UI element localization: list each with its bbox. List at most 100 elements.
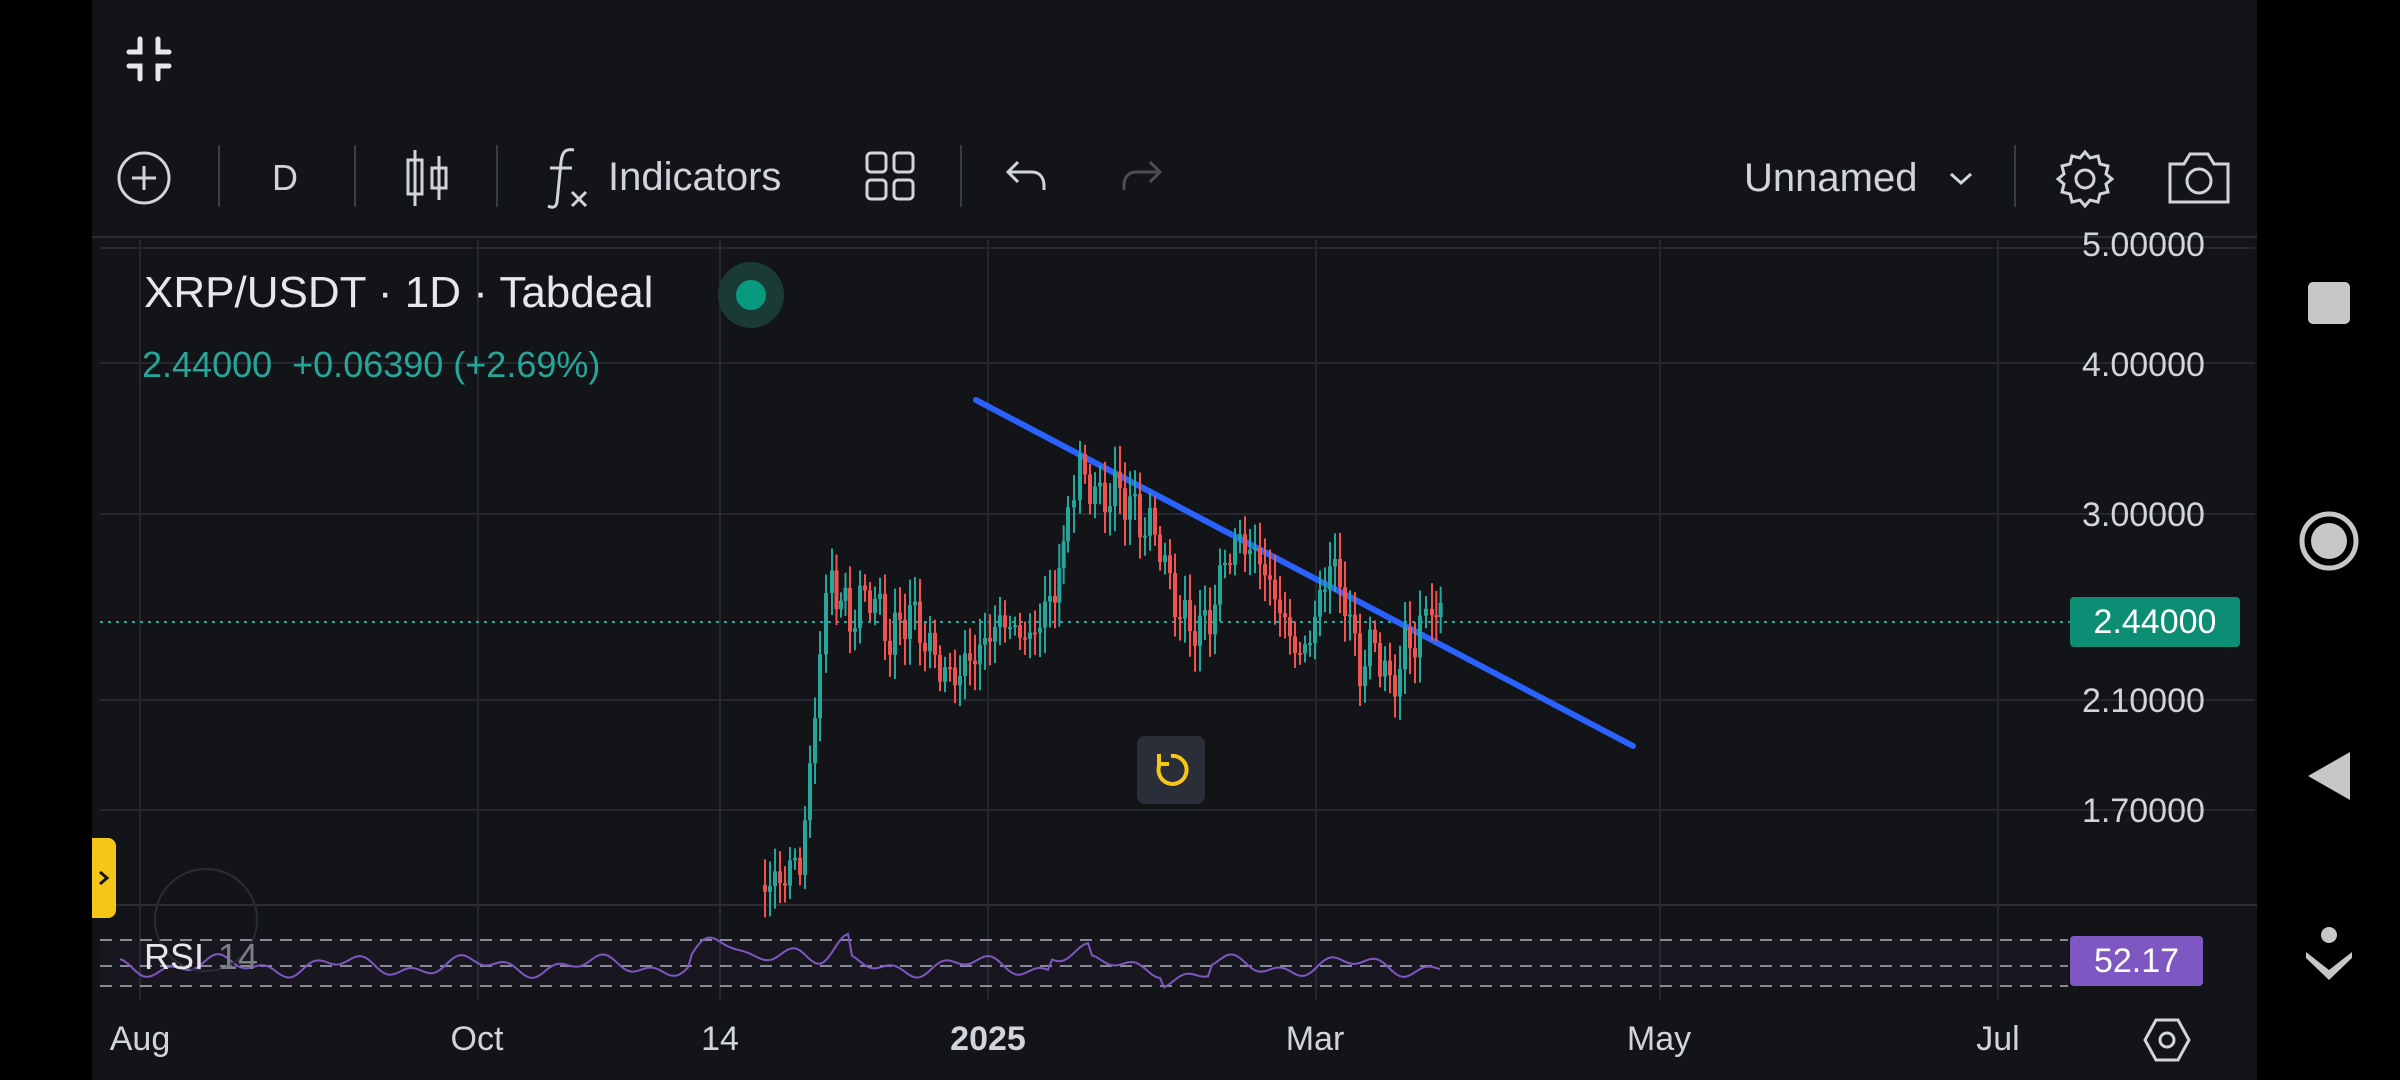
candle-body xyxy=(1178,617,1182,620)
candle-body xyxy=(1013,625,1017,628)
gear-icon xyxy=(2055,149,2115,209)
refresh-icon xyxy=(1156,753,1189,786)
candle-body xyxy=(798,857,802,875)
candle-body xyxy=(928,632,932,652)
chart-type-button[interactable] xyxy=(404,146,450,210)
home-circle-icon xyxy=(2299,511,2358,571)
candle-body xyxy=(893,612,897,655)
recents-button[interactable] xyxy=(2257,270,2400,336)
left-black-margin xyxy=(0,0,92,1080)
candle-body xyxy=(923,642,927,652)
candle-body xyxy=(1198,615,1202,646)
candle-body xyxy=(1033,632,1037,635)
candle-body xyxy=(1113,471,1117,507)
hexagon-gear-icon xyxy=(2143,1018,2191,1062)
candle-body xyxy=(868,590,872,613)
toolbar-divider xyxy=(92,236,2257,238)
candle-body xyxy=(853,628,857,632)
interval-label: D xyxy=(272,157,298,198)
accessibility-button[interactable] xyxy=(2257,922,2400,986)
candle-body xyxy=(818,654,822,719)
candle-body xyxy=(1413,648,1417,658)
status-dot xyxy=(736,280,766,310)
candle-body xyxy=(1083,454,1087,475)
candle-body xyxy=(778,871,782,884)
axis-settings-button[interactable] xyxy=(2142,1016,2192,1064)
back-button[interactable] xyxy=(2257,746,2400,806)
candle-body xyxy=(839,600,843,610)
candle-body xyxy=(1424,608,1428,616)
templates-button[interactable] xyxy=(864,150,916,202)
candle-body xyxy=(1393,675,1397,697)
exit-fullscreen-button[interactable] xyxy=(126,36,172,82)
price-change-pct: (+2.69%) xyxy=(453,344,601,385)
candle-body xyxy=(973,660,977,665)
candle-body xyxy=(1313,616,1317,644)
candle-body xyxy=(953,667,957,686)
candle-body xyxy=(1243,534,1247,555)
candle-body xyxy=(988,637,992,642)
rsi-band-fill xyxy=(100,940,2068,986)
candle-body xyxy=(1193,631,1197,646)
candle-body xyxy=(1143,535,1147,538)
candle-body xyxy=(938,654,942,682)
square-icon xyxy=(2307,282,2350,324)
candle-body xyxy=(1138,493,1142,538)
candle-body xyxy=(1333,558,1337,567)
candle-body xyxy=(843,587,848,601)
candle-body xyxy=(1168,555,1172,574)
settings-button[interactable] xyxy=(2054,148,2116,210)
rsi-pane xyxy=(100,932,2068,989)
rsi-label: RSI xyxy=(144,936,205,977)
candle-body xyxy=(1066,507,1070,542)
candle-body xyxy=(1208,610,1212,635)
screenshot-button[interactable] xyxy=(2166,148,2232,208)
candle-body xyxy=(1061,541,1066,569)
candle-body xyxy=(1258,547,1262,565)
logo-circle xyxy=(154,868,258,972)
price-label: 5.00000 xyxy=(2082,226,2205,264)
camera-icon xyxy=(2168,152,2230,204)
candle-body xyxy=(1158,534,1162,563)
candle-body xyxy=(1398,669,1402,697)
candle-body xyxy=(908,605,912,640)
rsi-legend[interactable]: RSI 14 xyxy=(144,936,258,978)
reset-chart-button[interactable] xyxy=(1137,736,1205,804)
candle-body xyxy=(948,667,952,670)
layout-name-dropdown[interactable]: Unnamed xyxy=(1744,150,1975,206)
candle-body xyxy=(1263,564,1267,576)
interval-button[interactable]: D xyxy=(272,150,298,206)
candle-body xyxy=(1248,549,1252,555)
candle-body xyxy=(993,626,997,642)
candle-body xyxy=(1233,538,1237,565)
redo-button[interactable] xyxy=(1120,156,1164,196)
price-change: +0.06390 xyxy=(292,344,444,385)
home-button[interactable] xyxy=(2257,508,2400,574)
candle-body xyxy=(943,667,947,682)
candle-body xyxy=(834,570,839,610)
candle-body xyxy=(1388,660,1392,676)
candle-body xyxy=(1318,590,1322,617)
expand-panel-tab[interactable] xyxy=(92,838,116,918)
candle-body xyxy=(1408,627,1412,649)
candle-body xyxy=(873,598,877,613)
time-label: May xyxy=(1626,1020,1692,1058)
add-symbol-button[interactable] xyxy=(116,150,172,206)
time-label: Oct xyxy=(450,1020,504,1058)
candle-body xyxy=(813,718,817,764)
candle-body xyxy=(878,593,882,599)
accessibility-icon xyxy=(2305,927,2352,980)
system-nav-bar xyxy=(2257,0,2400,1080)
candle-body xyxy=(1133,493,1137,497)
time-label: Mar xyxy=(1285,1020,1345,1058)
candle-body xyxy=(1353,614,1357,634)
candle-body xyxy=(1358,633,1362,687)
undo-button[interactable] xyxy=(1004,156,1048,196)
price-chart[interactable] xyxy=(92,238,2257,1080)
market-status-indicator[interactable] xyxy=(718,262,784,328)
undo-icon xyxy=(1005,160,1046,190)
candle-body xyxy=(1098,482,1102,487)
candle-body xyxy=(1043,601,1047,628)
indicators-button[interactable]: Indicators xyxy=(544,144,781,210)
redo-icon xyxy=(1122,160,1163,190)
